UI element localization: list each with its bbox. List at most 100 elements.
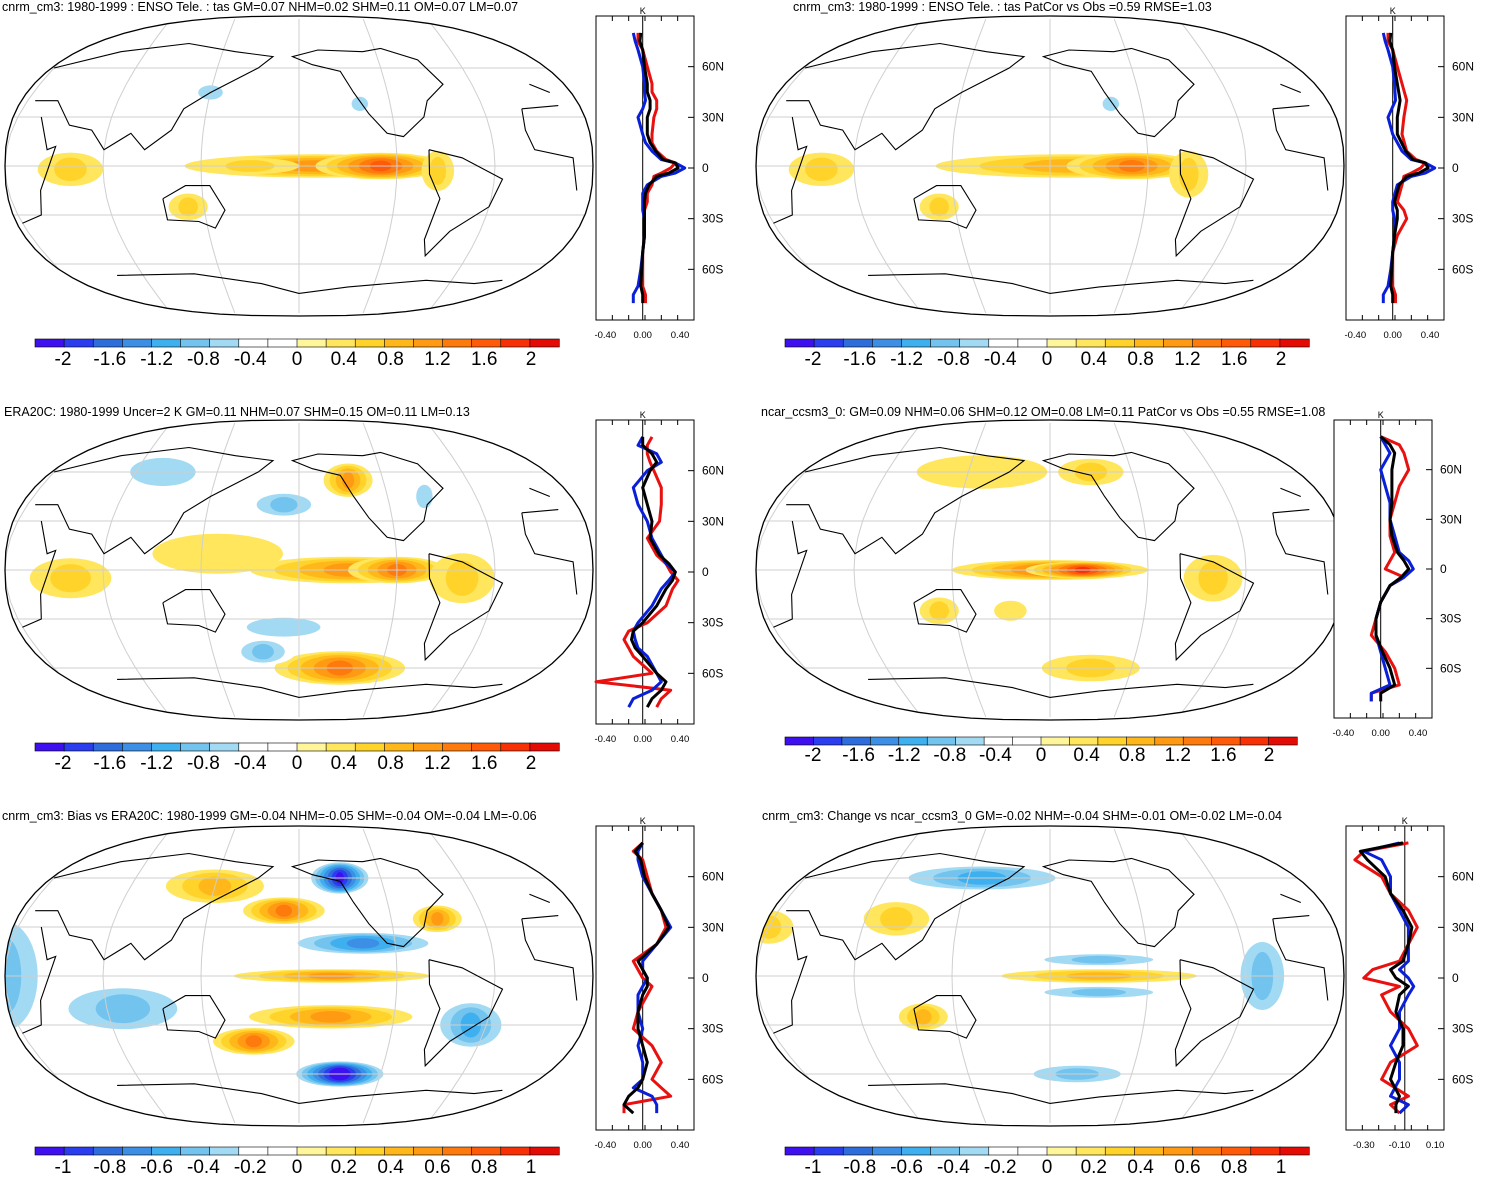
profile-lat-label: 60N (1452, 870, 1474, 884)
colorbar-label: 0 (1042, 349, 1053, 370)
field-region (5, 937, 22, 1015)
colorbar-label: -0.6 (890, 1157, 923, 1178)
coastline (913, 185, 977, 229)
colorbar-box (34, 742, 65, 752)
map-border (4, 15, 594, 317)
field-region (880, 907, 913, 931)
colorbar-label: -0.4 (234, 349, 267, 370)
colorbar-box (63, 742, 94, 752)
colorbar-label: -1 (55, 1157, 72, 1178)
coastline (1041, 451, 1195, 542)
field-region (346, 938, 380, 949)
colorbar-label: -1.6 (93, 753, 126, 774)
colorbar-box (267, 338, 298, 348)
longitude-line (1178, 18, 1247, 314)
colorbar-label: -0.8 (187, 753, 220, 774)
colorbar-box (1134, 1146, 1165, 1156)
field-region (429, 156, 446, 185)
coastline (423, 553, 504, 662)
field-region (245, 1035, 262, 1048)
colorbar-box (34, 1146, 65, 1156)
colorbar-box (384, 1146, 415, 1156)
colorbar-box (63, 1146, 94, 1156)
colorbar-box (529, 338, 560, 348)
profile-lat-label: 60S (702, 1072, 723, 1086)
profile-lat-label: 0 (1452, 971, 1459, 985)
colorbar-label: 0.8 (471, 1157, 497, 1178)
coastline (22, 509, 578, 628)
colorbar-box (92, 338, 123, 348)
colorbar-box (413, 1146, 444, 1156)
field-region (416, 484, 433, 509)
profile-unit: K (640, 816, 646, 826)
coastline (786, 42, 1302, 151)
coastline (773, 509, 1329, 628)
colorbar-label: -0.8 (187, 349, 220, 370)
colorbar-box (151, 1146, 182, 1156)
colorbar-box (1279, 1146, 1310, 1156)
profile-xtick-label: 0.40 (671, 330, 690, 341)
colorbar-box (1221, 338, 1252, 348)
colorbar-box (872, 1146, 903, 1156)
continents (22, 42, 578, 294)
colorbar-box (841, 736, 871, 746)
profile-lat-label: 30S (702, 212, 723, 226)
colorbar-box (1097, 736, 1127, 746)
colorbar-box (529, 1146, 560, 1156)
coastline (913, 589, 977, 633)
profile-xtick-label: -0.40 (594, 330, 616, 341)
continents (773, 852, 1329, 1104)
colorbar-box (784, 736, 815, 746)
field-region (929, 197, 949, 217)
colorbar-box (1192, 338, 1223, 348)
colorbar-box (1046, 1146, 1077, 1156)
colorbar-label: 0.4 (331, 349, 358, 370)
coastline (117, 677, 503, 698)
colorbar-box (870, 736, 900, 746)
colorbar-label: -0.8 (843, 1157, 876, 1178)
colorbar-box (901, 1146, 932, 1156)
continents (773, 42, 1329, 294)
profile-xtick-label: 0.40 (1409, 728, 1428, 739)
profile-line-model (1369, 435, 1415, 702)
profile-line-obs (1353, 841, 1419, 1115)
colorbar-box (267, 1146, 298, 1156)
coastline (786, 852, 1302, 961)
zonal-profile: K -0.40 0.00 0.40 60N 30N 0 30S 60S (594, 816, 724, 1151)
colorbar-label: -1.2 (140, 349, 173, 370)
colorbar-box (926, 736, 957, 746)
colorbar-box (442, 338, 473, 348)
field-region (270, 497, 298, 513)
field-region (95, 994, 151, 1024)
colorbar-box (1075, 338, 1106, 348)
panel-1-title: cnrm_cm3: 1980-1999 : ENSO Tele. : tas G… (2, 0, 519, 14)
profile-frame (1333, 419, 1433, 719)
colorbar-label: 1.6 (471, 753, 497, 774)
profile-xtick-label: 0.40 (1421, 330, 1440, 341)
profile-lat-label: 60N (702, 60, 724, 74)
map-border (4, 825, 594, 1127)
colorbar-box (122, 742, 153, 752)
profile-xtick-label: -0.10 (1389, 1140, 1411, 1151)
coastline (1174, 959, 1255, 1068)
colorbar-box (354, 742, 385, 752)
colorbar-label: 0.6 (1174, 1157, 1200, 1178)
colorbar-box (988, 1146, 1019, 1156)
profile-xtick-label: 0.00 (633, 330, 652, 341)
profile-xtick-label: -0.40 (594, 734, 616, 745)
coastline (868, 1083, 1254, 1104)
colorbar-box (34, 338, 65, 348)
colorbar-box (442, 742, 473, 752)
longitude-line (102, 18, 171, 314)
field-region (994, 600, 1027, 621)
longitude-line (853, 422, 922, 718)
longitude-line (951, 18, 987, 314)
graticule (5, 18, 593, 314)
colorbar-box (267, 742, 298, 752)
colorbar-label: 1 (1276, 1157, 1287, 1178)
colorbar-box (1268, 736, 1298, 746)
profile-xtick-label: 0.40 (671, 1140, 690, 1151)
colorbar-label: 0.4 (377, 1157, 404, 1178)
coastline (1174, 149, 1255, 258)
